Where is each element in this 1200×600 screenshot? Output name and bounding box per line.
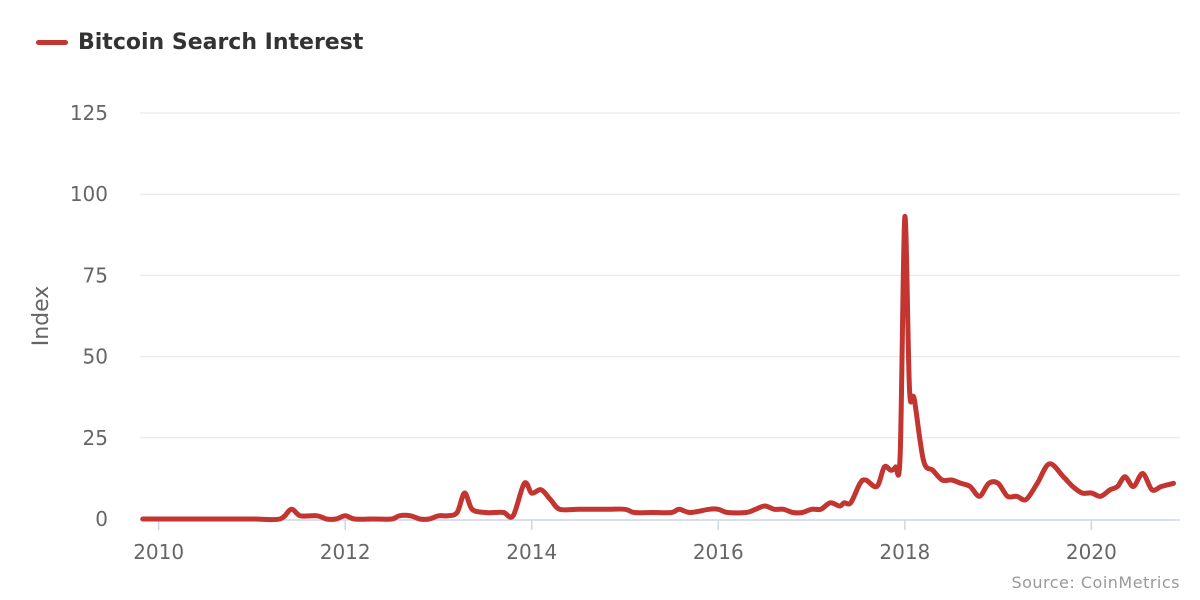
x-tick-label-2016: 2016 bbox=[693, 540, 744, 564]
legend[interactable]: Bitcoin Search Interest bbox=[36, 30, 363, 55]
y-tick-label-75: 75 bbox=[83, 263, 108, 287]
x-tick-label-2014: 2014 bbox=[506, 540, 557, 564]
series-line-0 bbox=[140, 214, 1176, 523]
y-axis-title: Index bbox=[29, 286, 54, 347]
y-tick-label-50: 50 bbox=[83, 345, 108, 369]
x-tick-label-2012: 2012 bbox=[320, 540, 371, 564]
source-credit: Source: CoinMetrics bbox=[1011, 573, 1180, 592]
legend-swatch bbox=[36, 40, 68, 45]
y-tick-label-100: 100 bbox=[70, 182, 108, 206]
x-tick-label-2018: 2018 bbox=[879, 540, 930, 564]
y-tick-label-25: 25 bbox=[83, 426, 108, 450]
y-tick-label-0: 0 bbox=[95, 507, 108, 531]
y-tick-label-125: 125 bbox=[70, 101, 108, 125]
x-tick-label-2010: 2010 bbox=[133, 540, 184, 564]
x-tick-label-2020: 2020 bbox=[1066, 540, 1117, 564]
legend-label: Bitcoin Search Interest bbox=[78, 30, 364, 55]
